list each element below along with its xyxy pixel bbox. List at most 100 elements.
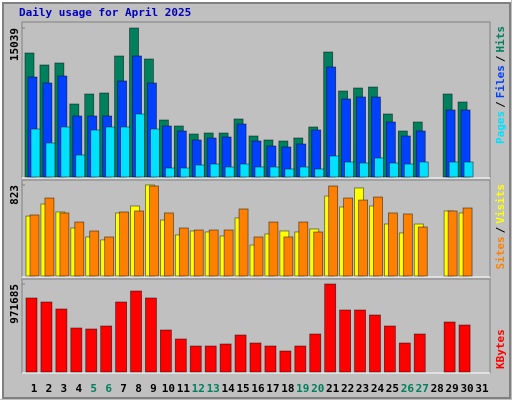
x-tick-label: 3 [61, 382, 68, 395]
bar [314, 168, 325, 178]
bar [179, 167, 190, 178]
bar [309, 333, 322, 373]
legend: Sites / Visits [494, 184, 507, 270]
bar [194, 164, 205, 178]
bar [223, 229, 234, 277]
bar [299, 166, 310, 178]
bar [70, 327, 83, 373]
x-tick-label: 8 [135, 382, 142, 395]
y-tick-label: 971685 [8, 284, 21, 324]
legend: KBytes [494, 329, 507, 369]
bar [268, 221, 279, 277]
bar [462, 207, 473, 277]
bar [294, 345, 307, 373]
bar [40, 301, 53, 373]
bar [115, 301, 127, 373]
bar [75, 154, 86, 178]
x-tick-label: 19 [296, 382, 309, 395]
x-tick-label: 28 [431, 382, 444, 395]
bar [463, 161, 474, 178]
bar [279, 350, 292, 373]
bar [269, 166, 280, 178]
bar [209, 163, 220, 178]
bar [339, 309, 352, 373]
x-tick-label: 29 [446, 382, 459, 395]
bar [100, 325, 113, 373]
legend-entry: Visits [494, 184, 507, 224]
bar [253, 236, 264, 277]
x-tick-label: 10 [162, 382, 175, 395]
x-tick-label: 1 [31, 382, 38, 395]
bar [448, 161, 459, 178]
x-tick-label: 22 [341, 382, 354, 395]
bar [44, 197, 55, 277]
bar [403, 163, 414, 178]
legend-entry: Sites [494, 236, 507, 269]
bar [284, 168, 295, 178]
x-tick-label: 17 [266, 382, 279, 395]
bar [224, 166, 235, 178]
bar [29, 214, 40, 277]
x-tick-label: 25 [386, 382, 399, 395]
bar [398, 342, 411, 373]
x-tick-label: 9 [150, 382, 157, 395]
bar [343, 197, 354, 277]
bar [74, 221, 85, 277]
x-tick-label: 30 [460, 382, 473, 395]
bar [130, 290, 142, 373]
bar [159, 329, 172, 373]
bar [105, 126, 116, 178]
x-tick-label: 15 [236, 382, 249, 395]
bar [234, 334, 247, 373]
legend-separator: / [494, 226, 507, 233]
chart-title: Daily usage for April 2025 [19, 6, 191, 19]
x-tick-label: 12 [192, 382, 205, 395]
bar [25, 297, 38, 373]
x-tick-label: 18 [281, 382, 294, 395]
bar [119, 211, 129, 277]
x-tick-label: 20 [311, 382, 324, 395]
bar [239, 163, 250, 178]
x-tick-label: 16 [251, 382, 265, 395]
bar [45, 142, 56, 178]
bar [387, 212, 398, 277]
x-tick-label: 14 [222, 382, 236, 395]
x-tick-label: 7 [120, 382, 127, 395]
bar [373, 196, 383, 277]
bar [178, 227, 189, 277]
x-tick-label: 6 [105, 382, 112, 395]
bar [329, 155, 340, 178]
x-tick-label: 23 [356, 382, 369, 395]
bar [313, 231, 324, 277]
bar [60, 126, 71, 178]
legend-separator: / [494, 101, 507, 108]
x-tick-label: 5 [90, 382, 97, 395]
bar [174, 338, 187, 373]
bar [145, 297, 157, 373]
bar [150, 128, 160, 178]
bar [208, 229, 219, 277]
bar [283, 236, 294, 277]
bar [417, 226, 428, 277]
x-tick-label: 24 [371, 382, 385, 395]
x-tick-label: 21 [326, 382, 340, 395]
bar [55, 308, 68, 373]
bar [164, 167, 175, 178]
bar [204, 345, 217, 373]
x-tick-label: 27 [416, 382, 429, 395]
bar [383, 325, 396, 373]
bar [402, 213, 413, 277]
bar [85, 328, 98, 373]
legend-entry: Pages [494, 111, 507, 144]
bar [149, 185, 159, 277]
x-tick-label: 2 [46, 382, 53, 395]
legend-entry: KBytes [494, 329, 507, 369]
bar [90, 129, 101, 178]
bar [369, 314, 381, 373]
bar [193, 229, 204, 277]
legend: Pages / Files / Hits [494, 26, 507, 144]
bar [104, 236, 115, 277]
legend-entry: Files [494, 65, 507, 98]
x-tick-label: 4 [75, 382, 82, 395]
